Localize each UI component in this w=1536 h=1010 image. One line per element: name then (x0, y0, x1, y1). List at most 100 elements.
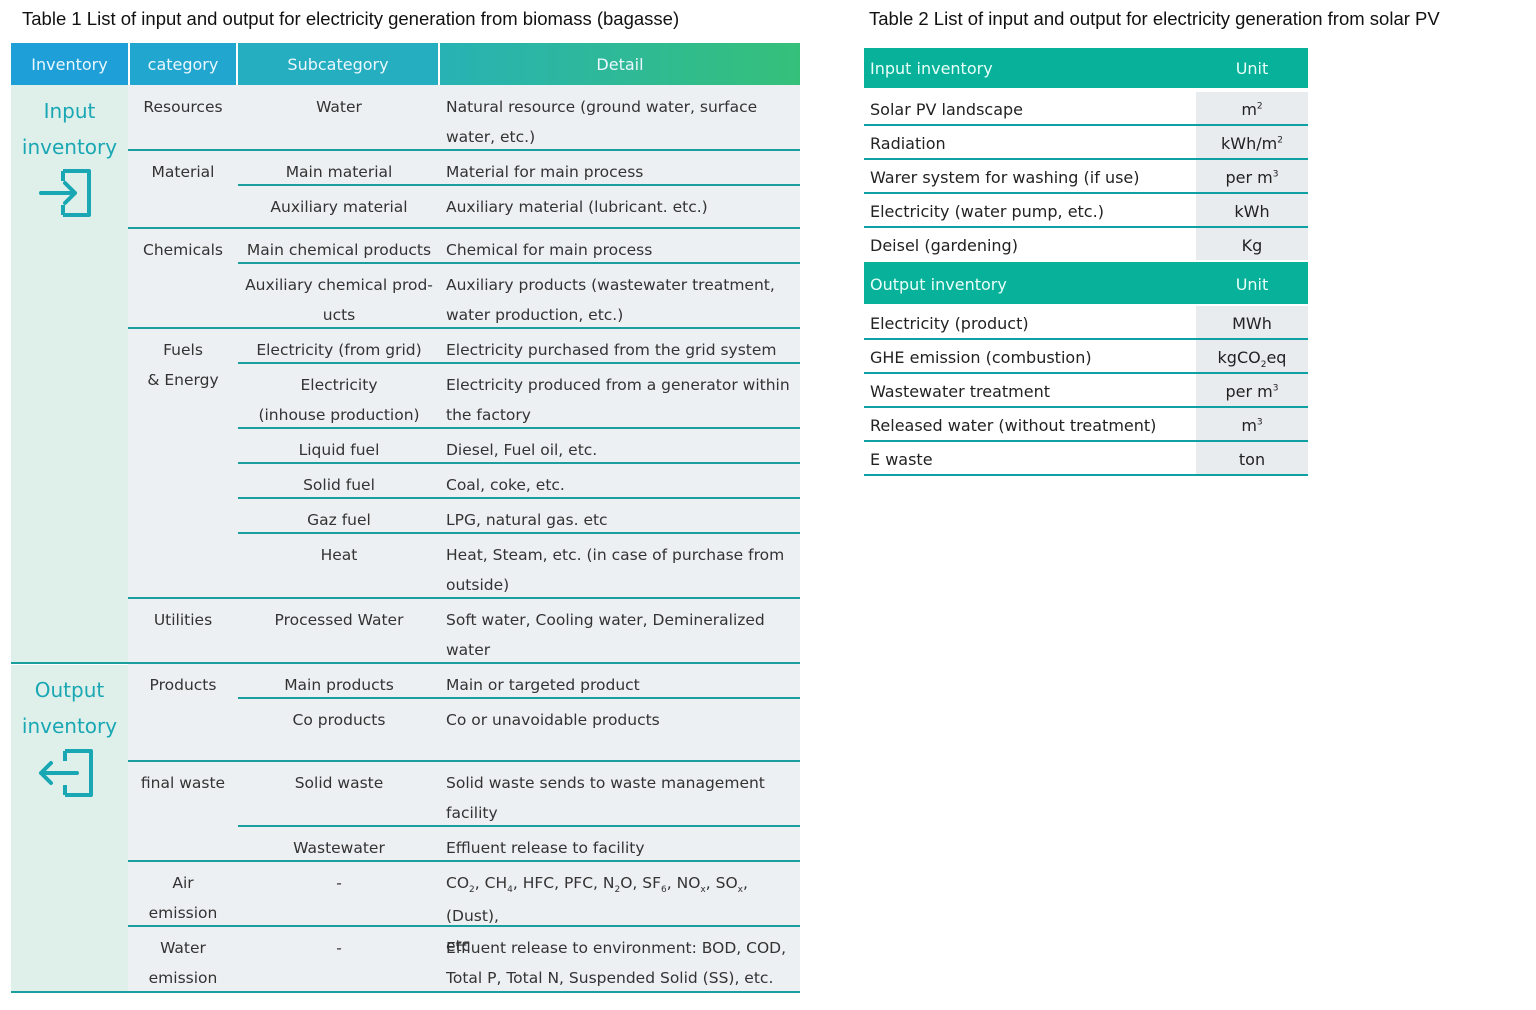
divider (128, 327, 800, 329)
output-inventory-header: Output inventory Unit (864, 262, 1308, 304)
sub-elec-inhouse: Electricity (inhouse production) (258, 376, 420, 424)
sub-solid-waste: Solid waste (294, 774, 384, 792)
cat-fuels-energy: Fuels & Energy (147, 341, 219, 389)
logout-arrow-icon (39, 749, 93, 797)
sub-water: Water (316, 98, 362, 116)
cat-resources: Resources (143, 98, 223, 116)
input-inventory-column (11, 85, 128, 663)
det-aux-chem: Auxiliary products (wastewater treatment… (446, 276, 775, 324)
divider (238, 532, 800, 534)
row-name: E waste (870, 450, 933, 469)
divider (238, 184, 800, 186)
table-row: Electricity (water pump, etc.) kWh (864, 194, 1308, 228)
header-inventory: Inventory (11, 43, 128, 85)
header-category: category (130, 43, 236, 85)
row-name: Released water (without treatment) (870, 416, 1157, 435)
output-inventory-column (11, 665, 128, 993)
sub-main-products: Main products (284, 676, 394, 694)
table-row: Radiation kWh/m2 (864, 126, 1308, 160)
det-water-emission: Effluent release to environment: BOD, CO… (446, 939, 787, 987)
cat-material: Material (151, 163, 215, 181)
table1-caption: Table 1 List of input and output for ele… (22, 8, 680, 29)
det-wastewater: Effluent release to facility (446, 839, 645, 857)
row-unit: ton (1238, 450, 1266, 469)
row-unit: m3 (1241, 416, 1263, 435)
login-arrow-icon (39, 169, 91, 217)
sub-main-material: Main material (285, 163, 393, 181)
row-unit: kWh (1234, 202, 1270, 221)
sub-water-emission: - (336, 939, 342, 957)
divider (128, 860, 800, 862)
row-name: Solar PV landscape (870, 100, 1024, 119)
table-row: Warer system for washing (if use) per m3 (864, 160, 1308, 194)
divider-bottom (11, 991, 800, 993)
row-unit: MWh (1232, 314, 1272, 333)
det-solid-waste: Solid waste sends to waste management fac… (446, 774, 765, 822)
input-label-2: inventory (21, 135, 118, 159)
row-unit: Kg (1241, 236, 1263, 255)
table-row: Deisel (gardening) Kg (864, 228, 1308, 262)
divider (238, 262, 800, 264)
row-name: GHE emission (combustion) (870, 348, 1092, 367)
row-unit: m2 (1241, 100, 1263, 119)
divider (128, 760, 800, 762)
table-row: Wastewater treatment per m3 (864, 374, 1308, 408)
divider (238, 362, 800, 364)
det-solid-fuel: Coal, coke, etc. (446, 476, 565, 494)
output-label-1: Output (34, 678, 105, 702)
det-main-products: Main or targeted product (446, 676, 640, 694)
table-row: Solar PV landscape m2 (864, 92, 1308, 126)
cat-water-emission: Water emission (148, 939, 218, 987)
divider (128, 149, 800, 151)
header-input-inventory: Input inventory (870, 59, 993, 78)
det-main-chem: Chemical for main process (446, 241, 653, 259)
header-unit: Unit (1235, 59, 1269, 78)
divider (238, 825, 800, 827)
divider (128, 925, 800, 927)
det-main-material: Material for main process (446, 163, 644, 181)
sub-liquid-fuel: Liquid fuel (298, 441, 380, 459)
table-row: E waste ton (864, 442, 1308, 476)
divider (238, 462, 800, 464)
row-name: Wastewater treatment (870, 382, 1050, 401)
det-processed-water: Soft water, Cooling water, Demineralized… (446, 611, 765, 659)
table-row: GHE emission (combustion) kgCO2eq (864, 340, 1308, 374)
table-row: Electricity (product) MWh (864, 306, 1308, 340)
sub-elec-grid: Electricity (from grid) (256, 341, 422, 359)
cat-utilities: Utilities (153, 611, 213, 629)
det-aux-material: Auxiliary material (lubricant. etc.) (446, 198, 708, 216)
row-name: Electricity (product) (870, 314, 1029, 333)
cat-final-waste: final waste (140, 774, 226, 792)
header-unit: Unit (1235, 275, 1269, 294)
row-name: Radiation (870, 134, 946, 153)
header-subcategory: Subcategory (238, 43, 438, 85)
divider (238, 497, 800, 499)
sub-aux-chem: Auxiliary chemical prod-ucts (245, 276, 433, 324)
table2-caption: Table 2 List of input and output for ele… (869, 8, 1440, 29)
cat-chemicals: Chemicals (143, 241, 223, 259)
cat-air-emission: Air emission (148, 874, 218, 922)
det-heat: Heat, Steam, etc. (in case of purchase f… (446, 546, 785, 594)
sub-air-emission: - (336, 874, 342, 892)
table-row: Released water (without treatment) m3 (864, 408, 1308, 442)
row-unit: kgCO2eq (1217, 348, 1287, 370)
row-unit: kWh/m2 (1221, 134, 1283, 153)
sub-aux-material: Auxiliary material (270, 198, 408, 216)
row-name: Warer system for washing (if use) (870, 168, 1140, 187)
sub-processed-water: Processed Water (274, 611, 404, 629)
divider (128, 597, 800, 599)
row-unit: per m3 (1225, 382, 1279, 401)
table1: Inventory category Subcategory Detail In… (11, 43, 800, 994)
det-water: Natural resource (ground water, surface w… (446, 98, 758, 146)
row-name: Electricity (water pump, etc.) (870, 202, 1104, 221)
sub-heat: Heat (320, 546, 358, 564)
input-inventory-header: Input inventory Unit (864, 48, 1308, 88)
header-detail: Detail (440, 43, 800, 85)
sub-main-chem: Main chemical products (246, 241, 432, 259)
input-label-1: Input (43, 99, 96, 123)
row-name: Deisel (gardening) (870, 236, 1018, 255)
sub-co-products: Co products (292, 711, 386, 729)
row-unit: per m3 (1225, 168, 1279, 187)
cat-products: Products (149, 676, 217, 694)
det-elec-inhouse: Electricity produced from a generator wi… (446, 376, 790, 424)
